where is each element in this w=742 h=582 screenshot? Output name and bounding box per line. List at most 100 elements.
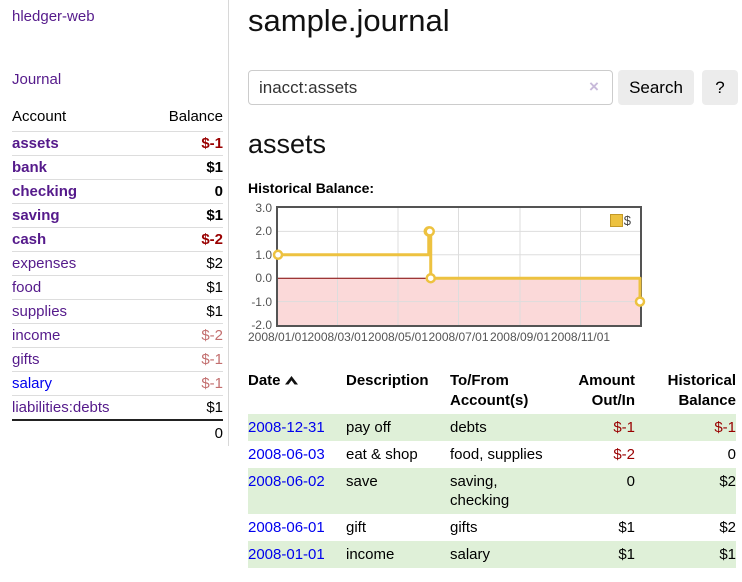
account-row-expenses: expenses $2 — [12, 251, 223, 276]
transaction-amount: $1 — [618, 546, 635, 563]
data-point-marker — [424, 226, 435, 237]
x-tick-label: 2008/11/01 — [550, 330, 611, 344]
x-tick-label: 2008/03/01 — [307, 330, 368, 344]
account-heading: assets — [248, 129, 327, 159]
x-tick-label: 2008/01/01 — [247, 330, 309, 344]
data-point-marker — [425, 272, 436, 284]
register-table: Date Description To/From Account(s) Amou… — [248, 368, 736, 568]
transaction-accounts: salary — [450, 546, 491, 563]
clear-search-icon[interactable]: × — [589, 77, 599, 96]
transaction-amount: $1 — [618, 519, 635, 536]
transaction-description: pay off — [346, 419, 391, 436]
transaction-description: income — [346, 546, 395, 563]
account-row-cash: cash $-2 — [12, 227, 223, 252]
balance-gifts: $-1 — [147, 347, 223, 372]
date-header-label: Date — [248, 372, 281, 389]
legend-swatch — [609, 214, 623, 227]
transaction-amount: $-2 — [613, 446, 635, 463]
balance-checking: 0 — [147, 179, 223, 204]
balance-cash: $-2 — [147, 227, 223, 252]
transaction-accounts: food, supplies — [450, 446, 543, 463]
account-link-assets[interactable]: assets — [12, 135, 59, 152]
account-link-salary[interactable]: salary — [12, 375, 53, 392]
account-link-liabilities-debts[interactable]: liabilities:debts — [12, 399, 110, 416]
transaction-description: save — [346, 473, 378, 490]
account-link-income[interactable]: income — [12, 327, 61, 344]
account-link-supplies[interactable]: supplies — [12, 303, 68, 320]
account-link-bank[interactable]: bank — [12, 159, 48, 176]
transaction-description: eat & shop — [346, 446, 418, 463]
x-tick-label: 2008/05/01 — [367, 330, 429, 344]
x-tick-label: 2008/07/01 — [428, 330, 489, 344]
column-header-historical: Historical Balance — [667, 372, 736, 409]
balance-assets: $-1 — [201, 135, 223, 152]
nav-journal-link[interactable]: Journal — [12, 71, 62, 88]
chart-title: Historical Balance: — [248, 180, 375, 196]
transaction-accounts: gifts — [450, 519, 478, 536]
legend-label: $ — [623, 213, 631, 228]
balance-liabilities-debts: $1 — [147, 395, 223, 420]
account-table-header: Account Balance — [12, 104, 223, 132]
y-tick-label: -1.0 — [251, 294, 272, 309]
sidebar: hledger-web Journal Account Balance asse… — [0, 0, 229, 446]
transaction-amount: 0 — [626, 473, 635, 490]
balance-saving: $1 — [147, 203, 223, 228]
transaction-date-link[interactable]: 2008-01-01 — [248, 546, 325, 563]
balance-salary: $-1 — [147, 371, 223, 396]
transaction-historical: 0 — [727, 446, 736, 463]
column-header-accounts: To/From Account(s) — [450, 372, 529, 409]
historical-balance-chart: $ 3.0 2.0 1.0 0.0 -1.0 -2.0 2008/01/01 2008/03… — [247, 201, 668, 348]
account-row-supplies: supplies $1 — [12, 299, 223, 324]
y-tick-label: 2.0 — [255, 224, 272, 239]
account-row-income: income $-2 — [12, 323, 223, 348]
account-row-saving: saving $1 — [12, 203, 223, 228]
register-row: 2008-06-02 save saving, checking 0 $2 — [248, 468, 736, 514]
search-input[interactable] — [248, 70, 613, 105]
transaction-date-link[interactable]: 2008-12-31 — [248, 419, 325, 436]
account-row-food: food $1 — [12, 275, 223, 300]
transaction-date-link[interactable]: 2008-06-03 — [248, 446, 325, 463]
main-content: sample.journal × Search ? assets Histori… — [248, 0, 740, 568]
register-row: 2008-06-01 gift gifts $1 $2 — [248, 514, 736, 541]
account-link-saving[interactable]: saving — [12, 207, 60, 224]
register-row: 2008-01-01 income salary $1 $1 — [248, 541, 736, 568]
transaction-historical: $2 — [719, 519, 736, 536]
account-link-cash[interactable]: cash — [12, 231, 47, 248]
account-link-expenses[interactable]: expenses — [12, 255, 77, 272]
transaction-accounts: debts — [450, 419, 487, 436]
x-tick-label: 2008/09/01 — [489, 330, 551, 344]
y-tick-label: -2.0 — [251, 318, 272, 332]
chart-plot-area: $ — [272, 206, 646, 327]
column-header-date[interactable]: Date — [248, 368, 346, 414]
account-row-gifts: gifts $-1 — [12, 347, 223, 372]
balance-supplies: $1 — [147, 299, 223, 324]
y-tick-label: 3.0 — [255, 201, 272, 215]
brand-link[interactable]: hledger-web — [12, 8, 95, 25]
help-button[interactable]: ? — [702, 70, 738, 105]
transaction-date-link[interactable]: 2008-06-01 — [248, 519, 325, 536]
balance-column-header: Balance — [147, 104, 223, 132]
account-link-food[interactable]: food — [12, 279, 42, 296]
account-total-row: 0 — [12, 419, 223, 446]
transaction-description: gift — [346, 519, 367, 536]
search-button[interactable]: Search — [618, 70, 694, 105]
balance-bank: $1 — [147, 155, 223, 180]
chart-canvas — [272, 208, 646, 325]
account-row-checking: checking 0 — [12, 179, 223, 204]
transaction-historical: $1 — [719, 546, 736, 563]
sort-ascending-icon — [284, 371, 298, 391]
data-point-marker — [634, 296, 646, 307]
y-tick-label: 0.0 — [255, 271, 272, 286]
account-link-checking[interactable]: checking — [12, 183, 78, 200]
account-column-header: Account — [12, 104, 148, 132]
account-link-gifts[interactable]: gifts — [12, 351, 40, 368]
column-header-amount: Amount Out/In — [578, 372, 635, 409]
transaction-date-link[interactable]: 2008-06-02 — [248, 473, 325, 490]
account-row-liabilities-debts: liabilities:debts $1 — [12, 395, 223, 420]
transaction-historical: $2 — [719, 473, 736, 490]
balance-expenses: $2 — [147, 251, 223, 276]
page-title: sample.journal — [248, 3, 450, 38]
y-tick-label: 1.0 — [255, 247, 272, 262]
balance-food: $1 — [147, 275, 223, 300]
account-row-assets: assets $-1 — [12, 132, 223, 156]
